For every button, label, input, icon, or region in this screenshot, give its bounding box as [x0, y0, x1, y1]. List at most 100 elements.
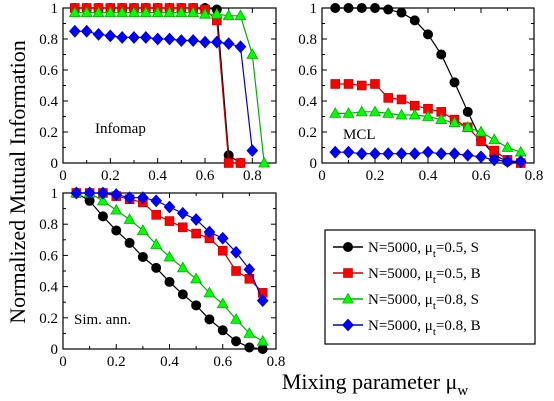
series-line — [74, 30, 253, 151]
data-point — [475, 125, 487, 137]
legend-entry: N=5000, μt=0.5, B — [333, 266, 481, 286]
data-point — [369, 147, 381, 161]
data-point — [330, 79, 341, 89]
data-point — [137, 191, 149, 205]
data-point — [137, 251, 148, 262]
panel-annotation: Sim. ann. — [74, 312, 131, 328]
data-point — [395, 108, 408, 120]
data-point — [230, 313, 243, 324]
y-tick-label: 0.8 — [39, 32, 58, 48]
data-point — [163, 250, 176, 262]
x-tick-label: 0.6 — [196, 168, 215, 184]
data-point — [216, 231, 229, 245]
data-point — [68, 6, 81, 18]
data-point — [187, 6, 200, 18]
legend-label-subscript: t — [433, 326, 436, 338]
legend-label-prefix: N=5000, μ — [368, 266, 433, 282]
data-point — [116, 31, 129, 44]
legend-label: N=5000, μt=0.5, S — [368, 240, 479, 260]
y-axis-label: Normalized Mutual Information — [5, 40, 30, 323]
data-point — [256, 294, 269, 308]
data-point — [210, 7, 223, 19]
y-tick-label: 0.2 — [39, 311, 58, 327]
data-point — [139, 6, 152, 18]
data-point — [461, 121, 474, 132]
data-point — [175, 6, 188, 18]
data-point — [461, 148, 474, 162]
data-point — [199, 7, 211, 19]
data-point — [396, 7, 407, 18]
legend-marker — [343, 268, 353, 278]
data-point — [222, 37, 235, 51]
legend-label-subscript: t — [433, 300, 436, 312]
data-point — [222, 9, 235, 21]
data-point — [203, 225, 216, 239]
legend-entry: N=5000, μt=0.8, S — [333, 292, 479, 312]
legend-label-suffix: =0.8, S — [436, 292, 479, 308]
data-point — [369, 3, 380, 13]
data-point — [139, 31, 152, 44]
data-point — [448, 116, 461, 128]
data-point — [383, 93, 394, 103]
data-point — [176, 261, 189, 273]
data-point — [329, 145, 342, 159]
y-tick-label: 0.4 — [39, 280, 58, 296]
legend: N=5000, μt=0.5, SN=5000, μt=0.5, BN=5000… — [324, 229, 536, 345]
y-tick-label: 0 — [51, 156, 59, 172]
data-point — [191, 300, 202, 311]
data-point — [97, 186, 109, 200]
data-point — [235, 158, 246, 168]
data-point — [475, 150, 487, 164]
data-point — [382, 147, 395, 161]
data-point — [435, 147, 448, 161]
series-B2 — [329, 145, 527, 168]
data-point — [501, 155, 514, 168]
data-point — [355, 105, 368, 117]
data-point — [382, 107, 395, 118]
data-point — [476, 136, 486, 147]
x-tick-label: 0.8 — [243, 168, 262, 184]
data-point — [80, 6, 93, 18]
data-point — [151, 262, 162, 273]
x-tick-label: 0.2 — [107, 354, 126, 370]
data-point — [243, 263, 256, 276]
panel-mcl: 0 0.2 0.4 0.6 0.8 0 0.2 0.4 0.6 0.8 1 MCL — [298, 1, 543, 184]
data-point — [343, 3, 354, 13]
y-tick-label: 1 — [51, 186, 59, 202]
data-point — [501, 141, 514, 152]
data-point — [151, 210, 161, 220]
x-tick-label: 0 — [318, 168, 326, 184]
x-tick-label: 0.8 — [525, 168, 544, 184]
data-point — [342, 145, 355, 159]
x-tick-label: 0.2 — [101, 168, 120, 184]
legend-label: N=5000, μt=0.8, S — [368, 292, 479, 312]
data-point — [408, 147, 421, 161]
x-axis-label-main: Mixing parameter μ — [282, 369, 458, 394]
data-point — [343, 79, 354, 89]
data-point — [342, 107, 355, 118]
data-point — [128, 6, 140, 18]
data-point — [187, 34, 200, 47]
series-B1 — [330, 79, 526, 168]
legend-label: N=5000, μt=0.5, B — [368, 266, 481, 286]
data-point — [409, 15, 420, 26]
data-point — [216, 297, 229, 309]
data-point — [448, 147, 461, 161]
data-point — [258, 156, 271, 168]
series-S2 — [329, 105, 527, 157]
data-point — [178, 222, 188, 233]
data-point — [128, 31, 140, 44]
data-point — [217, 325, 228, 336]
data-point — [163, 32, 176, 46]
data-point — [177, 289, 188, 300]
data-point — [217, 245, 228, 256]
data-point — [164, 216, 175, 226]
data-point — [422, 110, 434, 121]
data-point — [462, 106, 473, 117]
data-point — [223, 158, 234, 168]
data-point — [246, 144, 259, 157]
data-point — [210, 35, 223, 49]
series-S2 — [68, 6, 271, 168]
legend-marker — [342, 241, 353, 252]
